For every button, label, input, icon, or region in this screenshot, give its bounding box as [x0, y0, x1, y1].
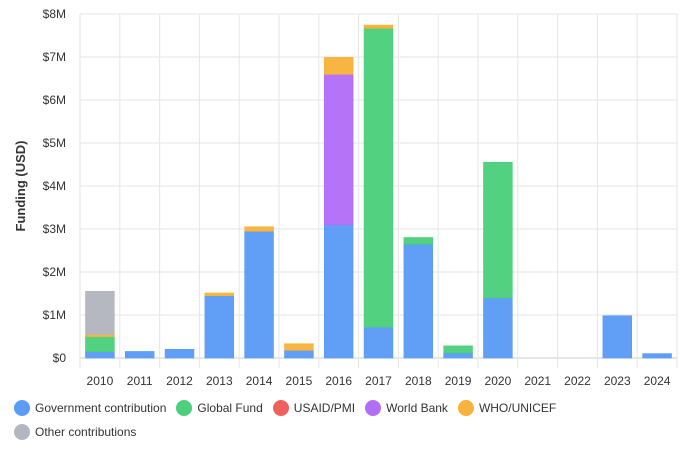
bar-segment — [363, 27, 394, 328]
y-tick-label: $4M — [43, 179, 66, 193]
bar-segment — [443, 352, 473, 359]
legend-label: Global Fund — [197, 401, 263, 415]
x-tick-label: 2016 — [325, 374, 352, 388]
bar-segment — [403, 243, 434, 359]
chart-legend: Government contribution Global Fund USAID/… — [14, 400, 674, 448]
legend-label: WHO/UNICEF — [478, 401, 557, 415]
bar-segment — [323, 57, 354, 75]
bar-segment — [244, 230, 274, 359]
y-tick-label: $8M — [43, 7, 66, 21]
legend-swatch — [365, 400, 382, 416]
x-tick-label: 2015 — [286, 374, 313, 388]
bar-segment — [284, 343, 314, 351]
legend-label: USAID/PMI — [293, 401, 356, 415]
y-tick-label: $3M — [43, 222, 66, 236]
legend-swatch — [176, 400, 193, 416]
y-tick-label: $6M — [43, 93, 66, 107]
bar-segment — [244, 226, 274, 232]
x-tick-label: 2020 — [485, 374, 512, 388]
bar-segment — [483, 297, 513, 359]
legend-swatch — [14, 424, 30, 440]
x-tick-label: 2024 — [644, 374, 671, 388]
legend-swatch — [14, 400, 30, 416]
legend-item[interactable]: Government contribution — [14, 400, 166, 416]
x-tick-label: 2023 — [604, 374, 631, 388]
y-tick-label: $2M — [43, 265, 66, 279]
legend-label: World Bank — [386, 401, 448, 415]
x-tick-label: 2017 — [365, 374, 392, 388]
bar-segment — [85, 336, 115, 352]
bar-segment — [204, 292, 235, 297]
bar-segment — [284, 349, 314, 359]
bar-segment — [204, 295, 235, 359]
bar-segment — [363, 24, 394, 29]
legend-item[interactable]: USAID/PMI — [272, 400, 356, 416]
x-tick-label: 2014 — [246, 374, 273, 388]
y-tick-label: $5M — [43, 136, 66, 150]
legend-swatch — [457, 400, 474, 416]
x-tick-label: 2019 — [445, 374, 472, 388]
x-tick-label: 2022 — [564, 374, 591, 388]
x-tick-label: 2018 — [405, 374, 432, 388]
y-tick-label: $1M — [43, 308, 66, 322]
bar-segment — [443, 345, 473, 354]
stacked-bar-chart: $0 $1M $2M $3M $4M $5M $6M $7M $8M 2010 2011 2012 20… — [13, 7, 678, 388]
legend-item[interactable]: World Bank — [365, 400, 448, 416]
bar-segment — [363, 326, 394, 359]
bar-segment — [323, 73, 354, 226]
x-tick-label: 2021 — [524, 374, 551, 388]
bar-segment — [323, 224, 354, 359]
legend-item[interactable]: Global Fund — [176, 400, 263, 416]
legend-item[interactable]: Other contributions — [14, 424, 136, 440]
x-tick-label: 2010 — [87, 374, 114, 388]
bar-segment — [642, 353, 672, 359]
x-tick-label: 2011 — [127, 374, 153, 388]
bar-segment — [602, 315, 633, 359]
bar-segment — [164, 348, 195, 359]
legend-item[interactable]: WHO/UNICEF — [457, 400, 557, 416]
bar-segment — [85, 290, 115, 335]
legend-label: Other contributions — [35, 425, 137, 439]
bar-segment — [124, 351, 155, 359]
y-tick-label: $0 — [53, 351, 67, 365]
bar-segment — [403, 237, 434, 245]
y-axis-label: Funding (USD) — [13, 141, 28, 232]
x-tick-label: 2013 — [206, 374, 233, 388]
legend-swatch — [272, 400, 289, 416]
bar-segment — [85, 351, 115, 359]
legend-label: Government contribution — [35, 401, 167, 415]
bar-segment — [483, 161, 513, 299]
x-tick-label: 2012 — [166, 374, 193, 388]
y-tick-label: $7M — [43, 50, 66, 64]
